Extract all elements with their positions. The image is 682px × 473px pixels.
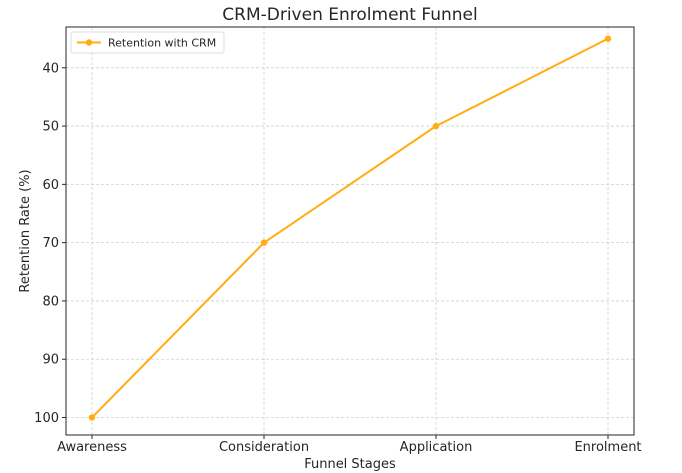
x-axis-label: Funnel Stages: [304, 457, 396, 472]
y-tick-label: 90: [42, 353, 59, 368]
x-tick-label: Consideration: [219, 440, 309, 455]
plot-frame: [65, 26, 635, 436]
data-point: [604, 35, 612, 42]
legend-marker-swatch: [85, 39, 93, 46]
grid-lines: [66, 27, 634, 435]
x-axis-ticks: Awareness Consideration Application Enrolme…: [57, 435, 642, 455]
y-tick-label: 70: [42, 236, 59, 251]
legend-box: [70, 31, 225, 54]
data-point: [260, 239, 268, 246]
data-point: [432, 122, 440, 130]
y-tick-label: 50: [42, 120, 59, 135]
chart-title: CRM-Driven Enrolment Funnel: [222, 5, 477, 25]
y-tick-label: 100: [34, 411, 59, 426]
x-tick-label: Enrolment: [574, 440, 641, 455]
series-layer: [88, 35, 612, 421]
y-tick-label: 80: [42, 294, 59, 309]
y-tick-label: 40: [42, 61, 59, 76]
x-tick-label: Awareness: [57, 440, 127, 455]
y-tick-label: 60: [42, 178, 59, 193]
y-axis-label: Retention Rate (%): [18, 169, 33, 292]
data-point: [88, 414, 96, 421]
legend: Retention with CRM: [70, 31, 225, 54]
legend-entry-label: Retention with CRM: [108, 37, 216, 50]
y-axis-ticks: 40 50 60 70 80 90 100: [34, 61, 66, 426]
series-line: [91, 37, 609, 419]
x-tick-label: Application: [400, 440, 473, 455]
